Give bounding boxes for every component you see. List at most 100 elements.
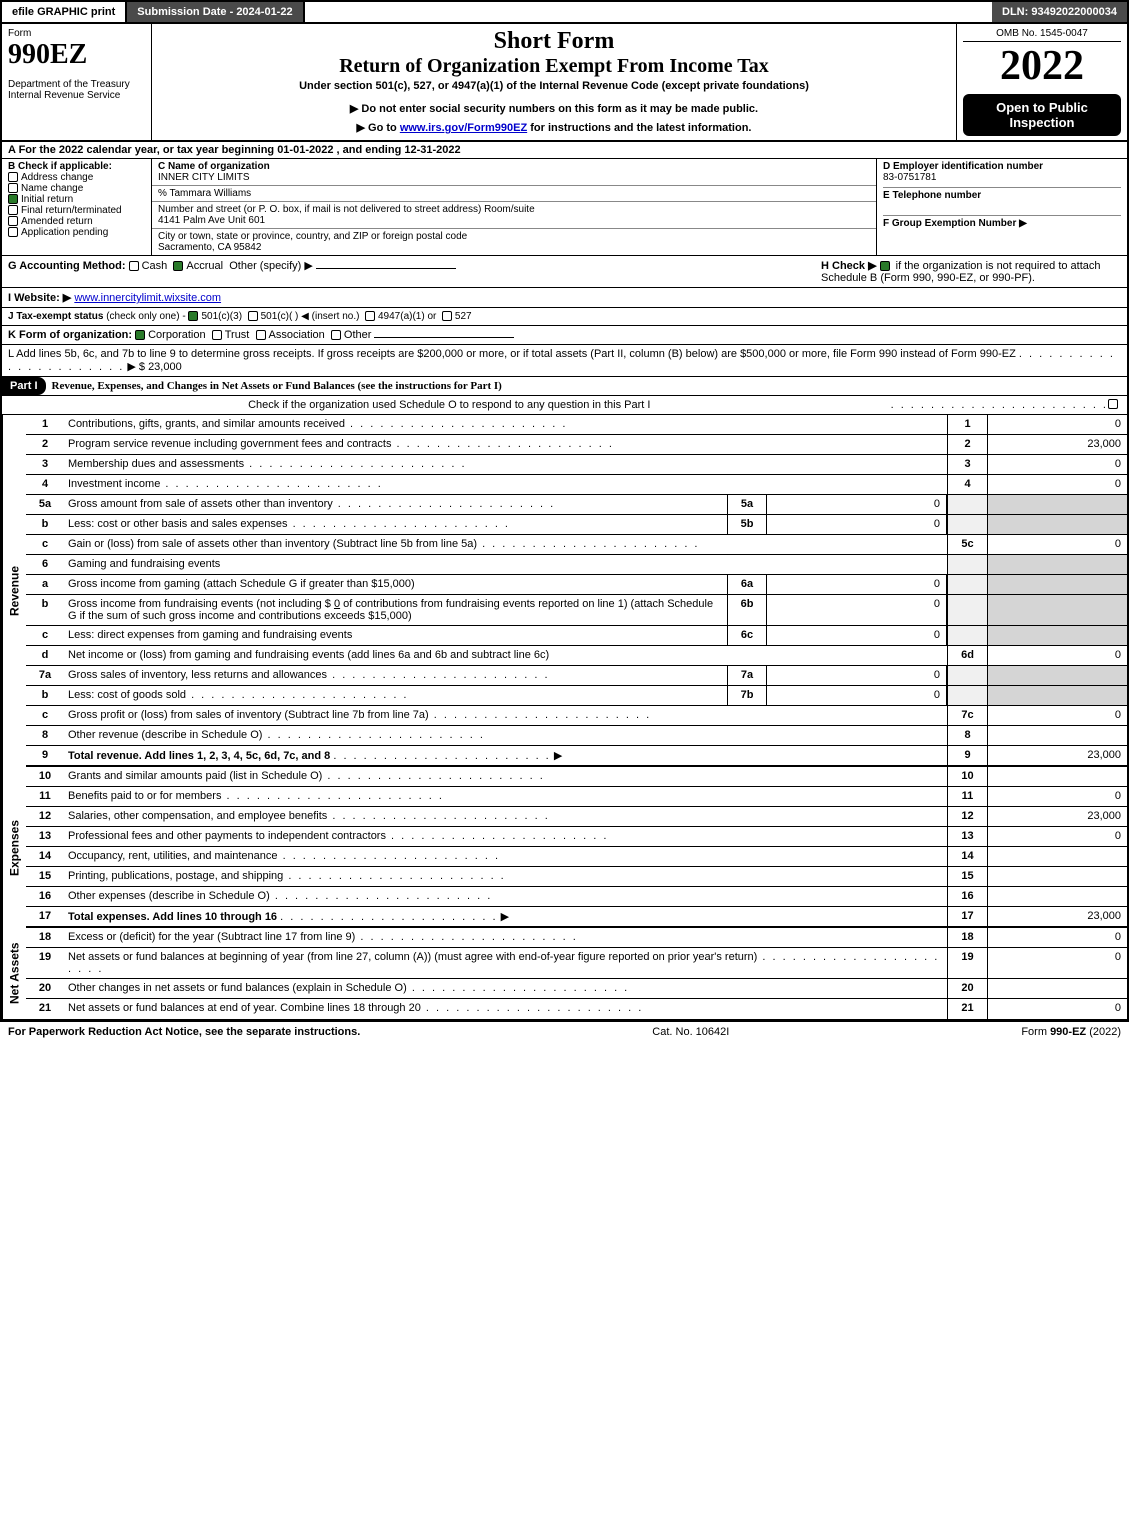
b-item-amended-label: Amended return: [21, 216, 93, 227]
l6a-valshade: [987, 575, 1127, 594]
l21-desc: Net assets or fund balances at end of ye…: [64, 999, 947, 1019]
b-item-address[interactable]: Address change: [8, 172, 145, 183]
l6a-sub: 6a: [727, 575, 767, 594]
l10-val: [987, 767, 1127, 786]
b-item-final[interactable]: Final return/terminated: [8, 205, 145, 216]
c-careof-row: % Tammara Williams: [152, 186, 876, 202]
k-trust-checkbox[interactable]: [212, 330, 222, 340]
efile-print-button[interactable]: efile GRAPHIC print: [2, 2, 127, 22]
l5a-desc: Gross amount from sale of assets other t…: [64, 495, 727, 514]
h-label: H Check ▶: [821, 260, 877, 272]
l21-val: 0: [987, 999, 1127, 1019]
note2-post: for instructions and the latest informat…: [527, 122, 751, 134]
row-k: K Form of organization: Corporation Trus…: [0, 326, 1129, 345]
l1-box: 1: [947, 415, 987, 434]
l7b-valshade: [987, 686, 1127, 705]
i-label: I Website: ▶: [8, 292, 71, 304]
l20-desc: Other changes in net assets or fund bala…: [64, 979, 947, 998]
b-item-initial[interactable]: Initial return: [8, 194, 145, 205]
topbar-spacer: [305, 2, 992, 22]
k-trust: Trust: [225, 329, 250, 341]
l6c-valshade: [987, 626, 1127, 645]
k-other-checkbox[interactable]: [331, 330, 341, 340]
line-10: 10Grants and similar amounts paid (list …: [26, 767, 1127, 787]
l14-desc: Occupancy, rent, utilities, and maintena…: [64, 847, 947, 866]
l9-desc-wrap: Total revenue. Add lines 1, 2, 3, 4, 5c,…: [64, 746, 947, 765]
top-bar: efile GRAPHIC print Submission Date - 20…: [0, 0, 1129, 24]
g-cash-checkbox[interactable]: [129, 261, 139, 271]
l15-num: 15: [26, 867, 64, 886]
l7c-desc: Gross profit or (loss) from sales of inv…: [64, 706, 947, 725]
l6d-box: 6d: [947, 646, 987, 665]
l7b-boxshade: [947, 686, 987, 705]
j-label: J Tax-exempt status: [8, 311, 103, 322]
g-accrual-label: Accrual: [186, 260, 223, 272]
line-19: 19Net assets or fund balances at beginni…: [26, 948, 1127, 979]
l14-num: 14: [26, 847, 64, 866]
l2-num: 2: [26, 435, 64, 454]
l6a-boxshade: [947, 575, 987, 594]
h-checkbox[interactable]: [880, 261, 890, 271]
irs-link[interactable]: www.irs.gov/Form990EZ: [400, 122, 527, 134]
line-14: 14Occupancy, rent, utilities, and mainte…: [26, 847, 1127, 867]
submission-date-button[interactable]: Submission Date - 2024-01-22: [127, 2, 304, 22]
l7b-desc: Less: cost of goods sold: [64, 686, 727, 705]
d-label: D Employer identification number: [883, 161, 1121, 172]
j-opt1: 501(c)(3): [201, 311, 242, 322]
l7c-box: 7c: [947, 706, 987, 725]
line-20: 20Other changes in net assets or fund ba…: [26, 979, 1127, 999]
l8-val: [987, 726, 1127, 745]
l20-val: [987, 979, 1127, 998]
j-opt4: 527: [455, 311, 472, 322]
k-assoc-checkbox[interactable]: [256, 330, 266, 340]
k-corp-checkbox[interactable]: [135, 330, 145, 340]
b-label: B Check if applicable:: [8, 161, 145, 172]
c-city-label: City or town, state or province, country…: [158, 231, 870, 242]
b-item-pending[interactable]: Application pending: [8, 227, 145, 238]
website-link[interactable]: www.innercitylimit.wixsite.com: [74, 292, 221, 304]
j-501c3-checkbox[interactable]: [188, 311, 198, 321]
l6c-sv: 0: [767, 626, 947, 645]
g-accrual-checkbox[interactable]: [173, 261, 183, 271]
l6d-num: d: [26, 646, 64, 665]
b-item-amended[interactable]: Amended return: [8, 216, 145, 227]
j-501c-checkbox[interactable]: [248, 311, 258, 321]
l3-num: 3: [26, 455, 64, 474]
l6d-desc: Net income or (loss) from gaming and fun…: [64, 646, 947, 665]
form-word: Form: [8, 28, 145, 39]
row-i: I Website: ▶ www.innercitylimit.wixsite.…: [0, 288, 1129, 308]
line-6d: dNet income or (loss) from gaming and fu…: [26, 646, 1127, 666]
j-4947-checkbox[interactable]: [365, 311, 375, 321]
j-527-checkbox[interactable]: [442, 311, 452, 321]
footer-right-bold: 990-EZ: [1050, 1026, 1086, 1038]
tax-year: 2022: [963, 42, 1121, 90]
revenue-side-label: Revenue: [2, 415, 26, 767]
l5b-sv: 0: [767, 515, 947, 534]
part1-schedule-o-checkbox[interactable]: [1108, 399, 1118, 409]
b-item-pending-label: Application pending: [21, 227, 108, 238]
l7a-valshade: [987, 666, 1127, 685]
l1-val: 0: [987, 415, 1127, 434]
l12-box: 12: [947, 807, 987, 826]
b-item-name[interactable]: Name change: [8, 183, 145, 194]
col-c: C Name of organization INNER CITY LIMITS…: [152, 159, 877, 255]
footer-left: For Paperwork Reduction Act Notice, see …: [8, 1026, 360, 1038]
c-addr-row: Number and street (or P. O. box, if mail…: [152, 202, 876, 229]
netassets-side-label: Net Assets: [2, 928, 26, 1019]
form-number: 990EZ: [8, 39, 145, 71]
expenses-side-label: Expenses: [2, 767, 26, 928]
header-center: Short Form Return of Organization Exempt…: [152, 24, 957, 140]
part1-title: Revenue, Expenses, and Changes in Net As…: [46, 377, 508, 395]
l5a-boxshade: [947, 495, 987, 514]
l18-val: 0: [987, 928, 1127, 947]
short-form-title: Short Form: [158, 28, 950, 55]
l6b-desc: Gross income from fundraising events (no…: [64, 595, 727, 625]
l15-val: [987, 867, 1127, 886]
l6c-sub: 6c: [727, 626, 767, 645]
line-18: 18Excess or (deficit) for the year (Subt…: [26, 928, 1127, 948]
l6b-num: b: [26, 595, 64, 625]
g-label: G Accounting Method:: [8, 260, 126, 272]
l16-val: [987, 887, 1127, 906]
l5c-desc: Gain or (loss) from sale of assets other…: [64, 535, 947, 554]
col-b: B Check if applicable: Address change Na…: [2, 159, 152, 255]
